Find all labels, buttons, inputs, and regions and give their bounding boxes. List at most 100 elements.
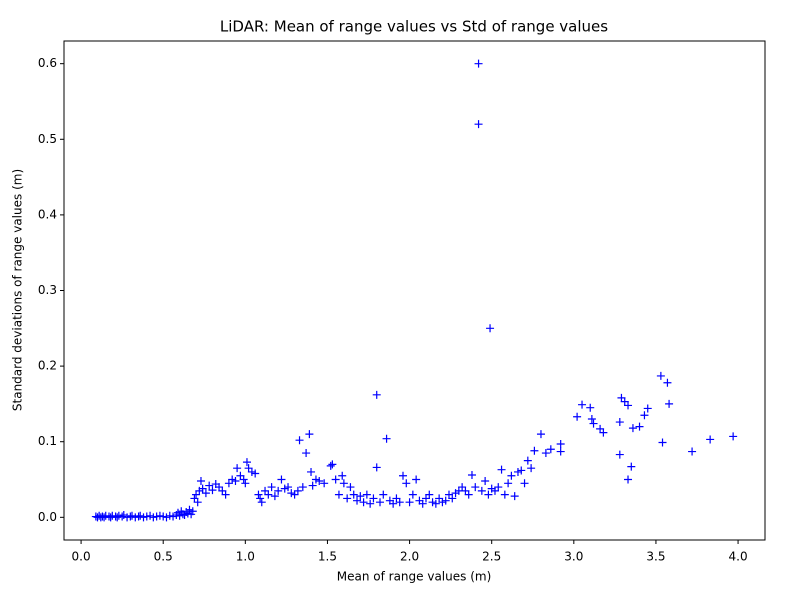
data-point [256,494,265,503]
data-point [264,490,273,499]
data-point [729,432,738,441]
data-point [382,434,391,443]
data-point [438,498,447,507]
x-tick-label: 1.0 [236,550,255,564]
y-tick-label: 0.4 [38,207,57,221]
data-point [405,498,414,507]
data-point [546,445,555,454]
data-point [408,490,417,499]
data-point [328,460,337,469]
data-point [578,400,587,409]
data-point [280,484,289,493]
data-point [599,428,608,437]
data-point [635,422,644,431]
data-point [287,489,296,498]
data-point [474,120,483,129]
data-point [402,479,411,488]
data-point [517,466,526,475]
data-point [556,439,565,448]
data-point [169,512,178,521]
data-point [308,481,317,490]
data-point [247,467,256,476]
data-point [339,479,348,488]
data-point [362,490,371,499]
data-point [556,447,565,456]
data-point [448,494,457,503]
data-point [504,479,513,488]
data-point [251,469,260,478]
data-point [467,470,476,479]
data-point [239,475,248,484]
data-point [284,483,293,492]
data-point [131,513,140,522]
data-point [305,430,314,439]
data-point [228,475,237,484]
data-point [208,486,217,495]
data-point [706,435,715,444]
chart-title: LiDAR: Mean of range values vs Std of ra… [220,18,608,36]
data-point [334,490,343,499]
data-point [461,486,470,495]
data-point [218,486,227,495]
data-point [366,499,375,508]
x-tick-label: 3.0 [564,550,583,564]
data-point [326,461,335,470]
data-point [471,483,480,492]
data-point [134,512,143,521]
data-point [201,489,210,498]
data-point [315,477,324,486]
data-point [359,498,368,507]
data-point [464,490,473,499]
data-point [118,512,127,521]
data-point [331,475,340,484]
data-point [477,486,486,495]
data-point [490,486,499,495]
data-point [188,507,197,516]
data-point [688,447,697,456]
data-point [224,479,233,488]
data-point [663,378,672,387]
data-point [353,496,362,505]
data-point [620,397,629,406]
data-point [254,490,263,499]
data-point [513,467,522,476]
y-tick-label: 0.3 [38,283,57,297]
data-point [215,483,224,492]
data-point [541,449,550,458]
data-point [165,511,174,520]
data-point [523,456,532,465]
data-point [379,490,388,499]
data-point [236,471,245,480]
data-point [192,490,201,499]
data-point [242,458,251,467]
x-tick-label: 4.0 [729,550,748,564]
data-point [257,498,266,507]
data-point [267,483,276,492]
data-point [527,464,536,473]
data-point [573,412,582,421]
data-point [270,492,279,501]
data-point [435,494,444,503]
data-point [349,490,358,499]
data-point [126,512,135,521]
data-point [293,486,302,495]
data-point [589,419,598,428]
data-point [136,511,145,520]
data-point [311,475,320,484]
data-point [113,513,122,522]
x-tick-label: 2.5 [482,550,501,564]
data-point [615,418,624,427]
data-point [412,475,421,484]
data-point [274,486,283,495]
data-point [596,424,605,433]
data-point [149,513,158,522]
data-point [146,511,155,520]
data-point [627,462,636,471]
x-axis-label: Mean of range values (m) [337,570,492,584]
data-point [183,509,192,518]
data-point [123,513,132,522]
data-point [190,494,199,503]
data-point [261,486,270,495]
y-tick-label: 0.5 [38,132,57,146]
